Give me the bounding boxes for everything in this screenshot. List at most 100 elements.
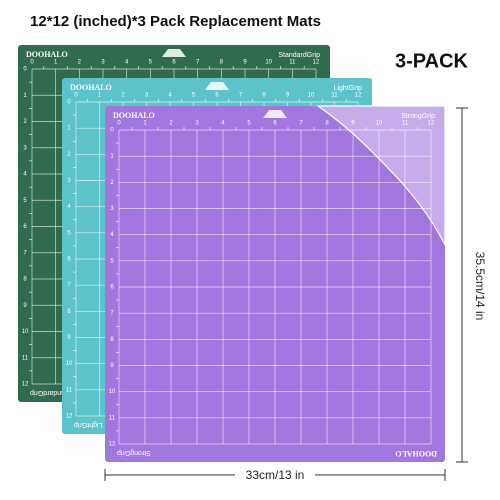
badge: 3-PACK	[395, 50, 469, 72]
ruler-label: 0	[117, 121, 121, 127]
height-label: 35.5cm/14 in	[473, 252, 487, 321]
ruler-label: 5	[192, 93, 196, 99]
ruler-label: 12	[109, 442, 116, 448]
mat-tab	[205, 82, 229, 90]
ruler-label: 7	[110, 311, 114, 317]
ruler-label: 2	[110, 180, 114, 186]
ruler-label: 5	[110, 258, 114, 264]
ruler-label: 2	[169, 121, 173, 127]
ruler-label: 6	[67, 257, 71, 263]
brand: DOOHALO	[26, 50, 68, 59]
ruler-label: 3	[145, 93, 149, 99]
ruler-label: 4	[110, 232, 114, 238]
ruler-label: 11	[66, 387, 73, 393]
ruler-label: 11	[402, 121, 409, 127]
ruler-label: 8	[262, 93, 266, 99]
ruler-label: 7	[23, 250, 27, 256]
ruler-label: 1	[110, 154, 114, 160]
grip-label: LightGrip	[334, 85, 363, 92]
mat-tab	[263, 110, 287, 118]
ruler-label: 10	[66, 361, 73, 367]
ruler-label: 2	[78, 60, 82, 66]
ruler-label: 5	[247, 121, 251, 127]
brand: DOOHALO	[70, 83, 112, 92]
ruler-label: 8	[23, 277, 27, 283]
label-bg	[470, 240, 488, 332]
ruler-label: 3	[67, 178, 71, 184]
ruler-label: 9	[286, 93, 290, 99]
ruler-label: 10	[265, 60, 272, 66]
ruler-label: 12	[22, 382, 29, 388]
ruler-label: 4	[168, 93, 172, 99]
ruler-label: 2	[67, 152, 71, 158]
ruler-label: 8	[110, 337, 114, 343]
ruler-label: 12	[66, 414, 73, 420]
ruler-label: 3	[101, 60, 105, 66]
ruler-label: 0	[23, 67, 27, 73]
ruler-label: 12	[313, 60, 320, 66]
ruler-label: 3	[110, 206, 114, 212]
grip-label: StrongGrip	[117, 449, 151, 456]
grip-label: StandardGrip	[30, 389, 72, 396]
ruler-label: 6	[23, 224, 27, 230]
ruler-label: 5	[23, 198, 27, 204]
ruler-label: 0	[30, 60, 34, 66]
ruler-label: 12	[428, 121, 435, 127]
clear-film	[316, 105, 446, 246]
grip-label: StrongGrip	[401, 113, 435, 120]
ruler-label: 2	[121, 93, 125, 99]
ruler-label: 8	[67, 309, 71, 315]
ruler-label: 9	[110, 363, 114, 369]
ruler-label: 10	[376, 121, 383, 127]
ruler-label: 0	[110, 128, 114, 134]
ruler-label: 1	[143, 121, 147, 127]
ruler-label: 6	[273, 121, 277, 127]
ruler-label: 5	[67, 230, 71, 236]
width-label: 33cm/13 in	[246, 468, 305, 482]
ruler-label: 7	[239, 93, 243, 99]
ruler-label: 1	[67, 126, 71, 132]
ruler-label: 7	[196, 60, 200, 66]
ruler-label: 11	[109, 415, 116, 421]
ruler-label: 8	[220, 60, 224, 66]
title: 12*12 (inched)*3 Pack Replacement Mats	[30, 13, 321, 30]
ruler-label: 12	[355, 93, 362, 99]
ruler-label: 10	[22, 329, 29, 335]
brand: DOOHALO	[113, 111, 155, 120]
brand: DOOHALO	[395, 449, 437, 458]
ruler-label: 6	[110, 285, 114, 291]
ruler-label: 7	[67, 283, 71, 289]
ruler-label: 3	[23, 145, 27, 151]
mat-tab	[162, 49, 186, 57]
ruler-label: 11	[331, 93, 338, 99]
ruler-label: 4	[67, 204, 71, 210]
ruler-label: 10	[109, 389, 116, 395]
ruler-label: 1	[54, 60, 58, 66]
ruler-label: 9	[351, 121, 355, 127]
grip-label: LightGrip	[74, 421, 103, 428]
ruler-label: 11	[22, 355, 29, 361]
ruler-label: 6	[172, 60, 176, 66]
label-bg	[235, 468, 315, 482]
ruler-label: 1	[23, 93, 27, 99]
ruler-label: 9	[23, 303, 27, 309]
ruler-label: 3	[195, 121, 199, 127]
ruler-label: 1	[98, 93, 102, 99]
ruler-label: 8	[325, 121, 329, 127]
ruler-label: 4	[221, 121, 225, 127]
ruler-label: 9	[67, 335, 71, 341]
ruler-label: 4	[125, 60, 129, 66]
ruler-label: 11	[289, 60, 296, 66]
ruler-label: 6	[215, 93, 219, 99]
ruler-label: 9	[243, 60, 247, 66]
ruler-label: 0	[67, 100, 71, 106]
grip-label: StandardGrip	[278, 52, 320, 59]
ruler-label: 10	[308, 93, 315, 99]
ruler-label: 4	[23, 172, 27, 178]
ruler-label: 7	[299, 121, 303, 127]
ruler-label: 5	[149, 60, 153, 66]
ruler-label: 0	[74, 93, 78, 99]
